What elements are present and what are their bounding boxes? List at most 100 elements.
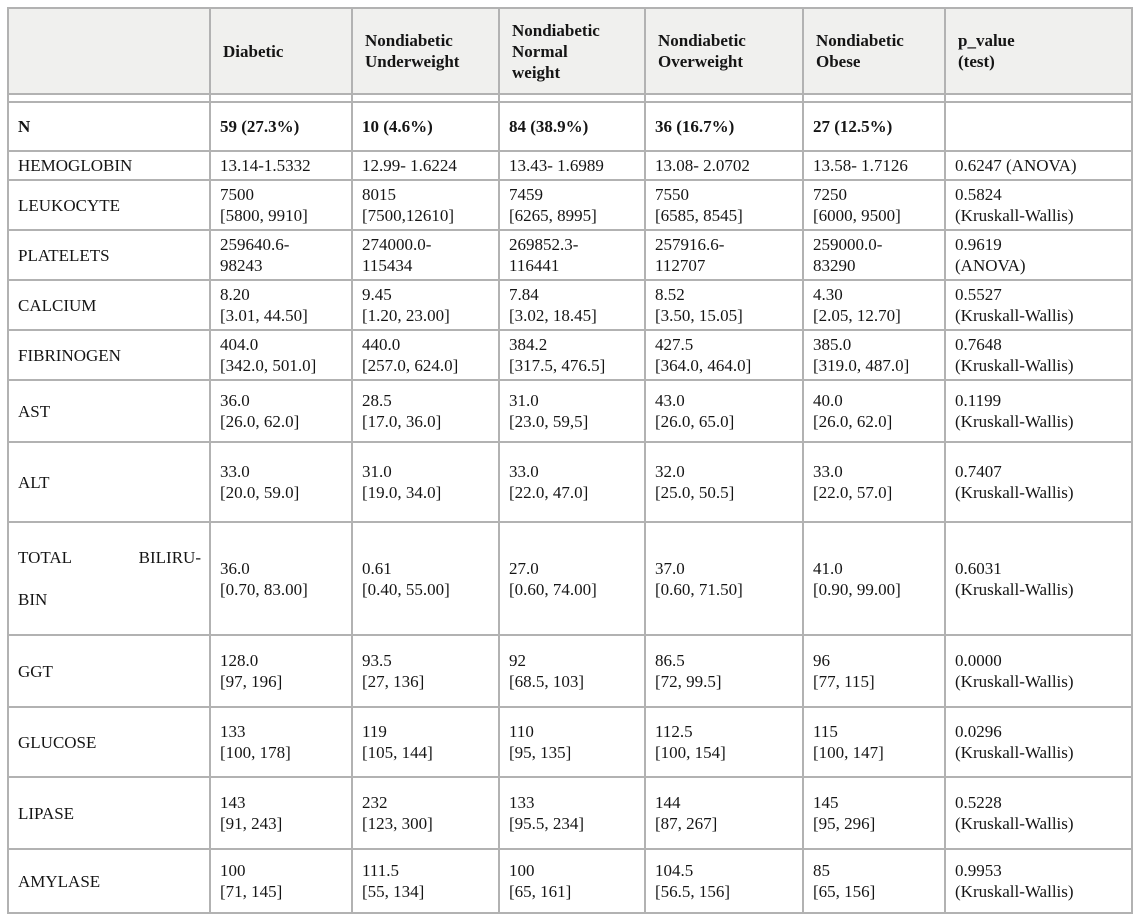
- row-leukocyte: LEUKOCYTE 7500 [5800, 9910] 8015 [7500,1…: [7, 179, 1133, 231]
- row-label-hemoglobin: HEMOGLOBIN: [7, 150, 211, 181]
- row-label-glucose: GLUCOSE: [7, 706, 211, 778]
- cell: 31.0 [19.0, 34.0]: [351, 441, 500, 523]
- cell: 7550 [6585, 8545]: [644, 179, 804, 231]
- cell: 93.5 [27, 136]: [351, 634, 500, 708]
- group-statistics-table: Diabetic Nondiabetic Underweight Nondiab…: [7, 7, 1133, 914]
- header-p-value: p_value (test): [944, 7, 1133, 95]
- cell: 41.0 [0.90, 99.00]: [802, 521, 946, 636]
- cell: 259640.6- 98243: [209, 229, 353, 281]
- gap-cell: [802, 94, 946, 102]
- cell: 8.20 [3.01, 44.50]: [209, 279, 353, 331]
- header-nondiabetic-overweight: Nondiabetic Overweight: [644, 7, 804, 95]
- gap-cell: [498, 94, 646, 102]
- row-fibrinogen: FIBRINOGEN 404.0 [342.0, 501.0] 440.0 [2…: [7, 329, 1133, 381]
- cell: 385.0 [319.0, 487.0]: [802, 329, 946, 381]
- cell: 7459 [6265, 8995]: [498, 179, 646, 231]
- cell: 112.5 [100, 154]: [644, 706, 804, 778]
- cell-n-underweight: 10 (4.6%): [351, 101, 500, 152]
- row-total-bilirubin: TOTAL BILIRU- BIN 36.0 [0.70, 83.00] 0.6…: [7, 521, 1133, 636]
- row-label-calcium: CALCIUM: [7, 279, 211, 331]
- label-word: BILIRU-: [138, 548, 201, 567]
- cell-p-value: 0.6247 (ANOVA): [944, 150, 1133, 181]
- cell-p-value: 0.7407 (Kruskall-Wallis): [944, 441, 1133, 523]
- cell: 7250 [6000, 9500]: [802, 179, 946, 231]
- row-amylase: AMYLASE 100 [71, 145] 111.5 [55, 134] 10…: [7, 848, 1133, 914]
- cell: 8015 [7500,12610]: [351, 179, 500, 231]
- cell: 7.84 [3.02, 18.45]: [498, 279, 646, 331]
- row-label-fibrinogen: FIBRINOGEN: [7, 329, 211, 381]
- cell: 40.0 [26.0, 62.0]: [802, 379, 946, 443]
- row-label-leukocyte: LEUKOCYTE: [7, 179, 211, 231]
- header-nondiabetic-normal-weight: Nondiabetic Normal weight: [498, 7, 646, 95]
- gap-cell: [644, 94, 804, 102]
- cell: 36.0 [0.70, 83.00]: [209, 521, 353, 636]
- cell-p-value: 0.1199 (Kruskall-Wallis): [944, 379, 1133, 443]
- cell: 440.0 [257.0, 624.0]: [351, 329, 500, 381]
- cell: 7500 [5800, 9910]: [209, 179, 353, 231]
- gap-cell: [209, 94, 353, 102]
- cell: 128.0 [97, 196]: [209, 634, 353, 708]
- cell: 92 [68.5, 103]: [498, 634, 646, 708]
- gap-cell: [7, 94, 211, 102]
- row-ast: AST 36.0 [26.0, 62.0] 28.5 [17.0, 36.0] …: [7, 379, 1133, 443]
- cell-p-value: 0.9953 (Kruskall-Wallis): [944, 848, 1133, 914]
- row-label-alt: ALT: [7, 441, 211, 523]
- cell: 427.5 [364.0, 464.0]: [644, 329, 804, 381]
- cell: 274000.0- 115434: [351, 229, 500, 281]
- cell: 36.0 [26.0, 62.0]: [209, 379, 353, 443]
- row-glucose: GLUCOSE 133 [100, 178] 119 [105, 144] 11…: [7, 706, 1133, 778]
- cell: 119 [105, 144]: [351, 706, 500, 778]
- row-lipase: LIPASE 143 [91, 243] 232 [123, 300] 133 …: [7, 776, 1133, 850]
- cell-n-overweight: 36 (16.7%): [644, 101, 804, 152]
- cell: 144 [87, 267]: [644, 776, 804, 850]
- label-word: TOTAL: [18, 548, 73, 567]
- row-label-lipase: LIPASE: [7, 776, 211, 850]
- cell-p-value: 0.5824 (Kruskall-Wallis): [944, 179, 1133, 231]
- cell: 111.5 [55, 134]: [351, 848, 500, 914]
- cell: 86.5 [72, 99.5]: [644, 634, 804, 708]
- row-alt: ALT 33.0 [20.0, 59.0] 31.0 [19.0, 34.0] …: [7, 441, 1133, 523]
- cell: 43.0 [26.0, 65.0]: [644, 379, 804, 443]
- label-line-2: BIN: [18, 590, 48, 609]
- row-platelets: PLATELETS 259640.6- 98243 274000.0- 1154…: [7, 229, 1133, 281]
- header-diabetic: Diabetic: [209, 7, 353, 95]
- label-line-1: TOTAL BILIRU-: [18, 547, 203, 568]
- cell: 96 [77, 115]: [802, 634, 946, 708]
- cell: 13.43- 1.6989: [498, 150, 646, 181]
- cell: 33.0 [22.0, 57.0]: [802, 441, 946, 523]
- cell-p-value: 0.9619 (ANOVA): [944, 229, 1133, 281]
- row-label-platelets: PLATELETS: [7, 229, 211, 281]
- cell: 33.0 [20.0, 59.0]: [209, 441, 353, 523]
- cell: 110 [95, 135]: [498, 706, 646, 778]
- cell: 0.61 [0.40, 55.00]: [351, 521, 500, 636]
- cell: 104.5 [56.5, 156]: [644, 848, 804, 914]
- header-row: Diabetic Nondiabetic Underweight Nondiab…: [7, 7, 1133, 95]
- cell: 4.30 [2.05, 12.70]: [802, 279, 946, 331]
- row-hemoglobin: HEMOGLOBIN 13.14-1.5332 12.99- 1.6224 13…: [7, 150, 1133, 181]
- row-label-amylase: AMYLASE: [7, 848, 211, 914]
- cell: 269852.3- 116441: [498, 229, 646, 281]
- cell: 33.0 [22.0, 47.0]: [498, 441, 646, 523]
- cell-n-obese: 27 (12.5%): [802, 101, 946, 152]
- cell: 85 [65, 156]: [802, 848, 946, 914]
- cell: 100 [71, 145]: [209, 848, 353, 914]
- cell: 9.45 [1.20, 23.00]: [351, 279, 500, 331]
- cell: 257916.6- 112707: [644, 229, 804, 281]
- row-calcium: CALCIUM 8.20 [3.01, 44.50] 9.45 [1.20, 2…: [7, 279, 1133, 331]
- cell-p-value: 0.0000 (Kruskall-Wallis): [944, 634, 1133, 708]
- row-label-ggt: GGT: [7, 634, 211, 708]
- row-label-n: N: [7, 101, 211, 152]
- cell: 32.0 [25.0, 50.5]: [644, 441, 804, 523]
- cell: 133 [95.5, 234]: [498, 776, 646, 850]
- cell-n-p: [944, 101, 1133, 152]
- cell: 27.0 [0.60, 74.00]: [498, 521, 646, 636]
- cell: 145 [95, 296]: [802, 776, 946, 850]
- cell-p-value: 0.6031 (Kruskall-Wallis): [944, 521, 1133, 636]
- cell: 232 [123, 300]: [351, 776, 500, 850]
- header-nondiabetic-underweight: Nondiabetic Underweight: [351, 7, 500, 95]
- cell: 115 [100, 147]: [802, 706, 946, 778]
- cell-n-normal: 84 (38.9%): [498, 101, 646, 152]
- cell: 384.2 [317.5, 476.5]: [498, 329, 646, 381]
- cell: 13.08- 2.0702: [644, 150, 804, 181]
- cell: 100 [65, 161]: [498, 848, 646, 914]
